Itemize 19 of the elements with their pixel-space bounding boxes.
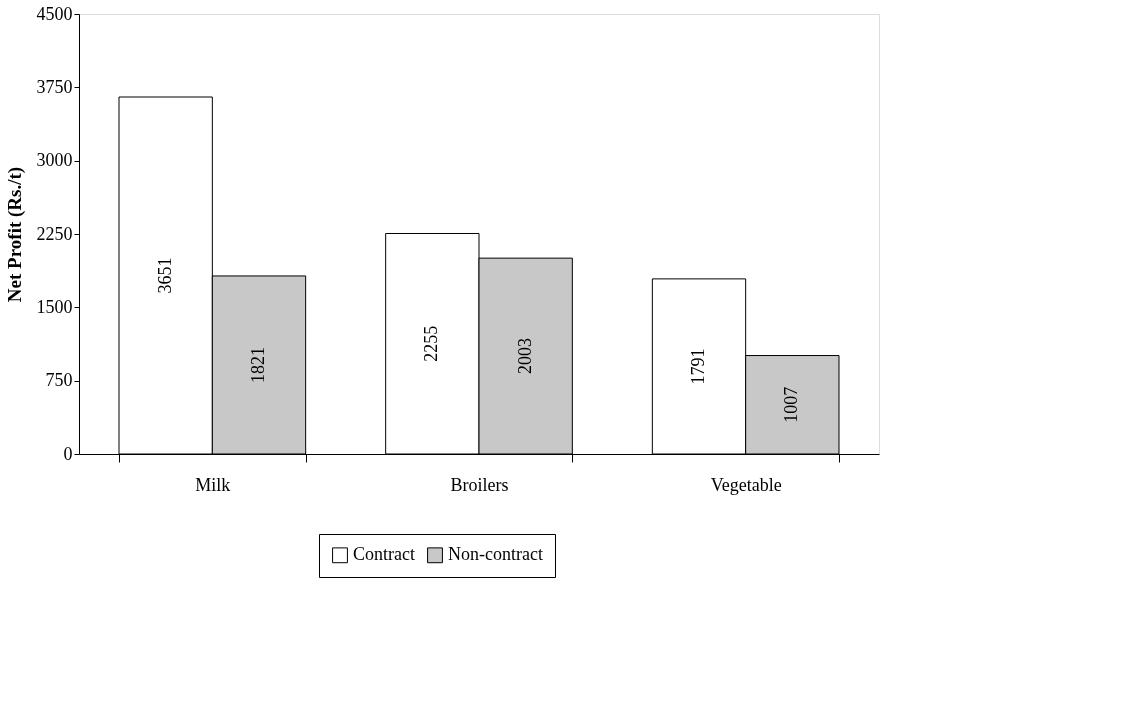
y-tick-label: 1500 bbox=[36, 296, 73, 317]
y-tick-label: 2250 bbox=[36, 223, 73, 244]
data-label: 3651 bbox=[154, 257, 175, 294]
x-tick-label: Milk bbox=[195, 474, 231, 495]
data-label: 1007 bbox=[781, 386, 802, 423]
legend-label: Contract bbox=[353, 544, 415, 565]
y-tick-label: 3000 bbox=[36, 150, 73, 171]
data-label: 2003 bbox=[514, 338, 535, 375]
data-label: 1791 bbox=[688, 348, 708, 385]
x-tick-label: Broilers bbox=[450, 474, 509, 495]
y-axis-title: Net Profit (Rs./t) bbox=[3, 166, 26, 303]
legend-label: Non-contract bbox=[448, 544, 543, 565]
y-tick-label: 0 bbox=[63, 443, 73, 464]
x-tick-label: Vegetable bbox=[710, 474, 782, 495]
data-label: 2255 bbox=[421, 325, 442, 362]
y-tick-label: 4500 bbox=[36, 3, 73, 24]
data-label: 1821 bbox=[248, 346, 268, 383]
y-tick-label: 750 bbox=[45, 370, 73, 391]
y-tick-label: 3750 bbox=[36, 76, 73, 97]
